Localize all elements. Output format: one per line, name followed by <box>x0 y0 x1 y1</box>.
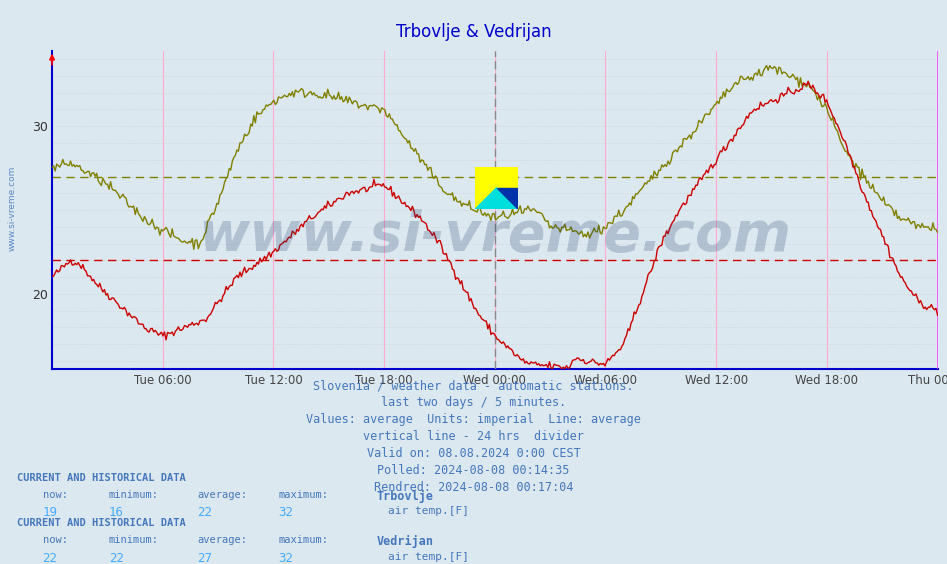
Text: average:: average: <box>197 535 247 545</box>
Text: minimum:: minimum: <box>109 535 159 545</box>
Text: Valid on: 08.08.2024 0:00 CEST: Valid on: 08.08.2024 0:00 CEST <box>366 447 581 460</box>
Text: air temp.[F]: air temp.[F] <box>388 552 470 562</box>
Text: 22: 22 <box>197 506 212 519</box>
Text: 27: 27 <box>197 552 212 564</box>
Text: www.si-vreme.com: www.si-vreme.com <box>198 209 792 263</box>
Text: maximum:: maximum: <box>278 490 329 500</box>
Text: 16: 16 <box>109 506 124 519</box>
Text: air temp.[F]: air temp.[F] <box>388 506 470 517</box>
Text: average:: average: <box>197 490 247 500</box>
Text: 32: 32 <box>278 506 294 519</box>
Polygon shape <box>496 188 518 209</box>
Polygon shape <box>475 166 518 209</box>
Text: 22: 22 <box>109 552 124 564</box>
Text: last two days / 5 minutes.: last two days / 5 minutes. <box>381 396 566 409</box>
Text: Slovenia / weather data - automatic stations.: Slovenia / weather data - automatic stat… <box>313 379 634 392</box>
Text: now:: now: <box>43 535 67 545</box>
Text: Trbovlje & Vedrijan: Trbovlje & Vedrijan <box>396 23 551 41</box>
Text: CURRENT AND HISTORICAL DATA: CURRENT AND HISTORICAL DATA <box>17 473 186 483</box>
Text: Vedrijan: Vedrijan <box>377 535 434 548</box>
Polygon shape <box>475 188 518 209</box>
Text: 32: 32 <box>278 552 294 564</box>
Text: CURRENT AND HISTORICAL DATA: CURRENT AND HISTORICAL DATA <box>17 518 186 528</box>
Text: www.si-vreme.com: www.si-vreme.com <box>8 166 17 252</box>
Text: Polled: 2024-08-08 00:14:35: Polled: 2024-08-08 00:14:35 <box>377 464 570 477</box>
Text: maximum:: maximum: <box>278 535 329 545</box>
Text: Rendred: 2024-08-08 00:17:04: Rendred: 2024-08-08 00:17:04 <box>374 481 573 494</box>
Text: minimum:: minimum: <box>109 490 159 500</box>
Text: Trbovlje: Trbovlje <box>377 490 434 503</box>
Text: 19: 19 <box>43 506 58 519</box>
Text: Values: average  Units: imperial  Line: average: Values: average Units: imperial Line: av… <box>306 413 641 426</box>
Text: vertical line - 24 hrs  divider: vertical line - 24 hrs divider <box>363 430 584 443</box>
Text: now:: now: <box>43 490 67 500</box>
Text: 22: 22 <box>43 552 58 564</box>
